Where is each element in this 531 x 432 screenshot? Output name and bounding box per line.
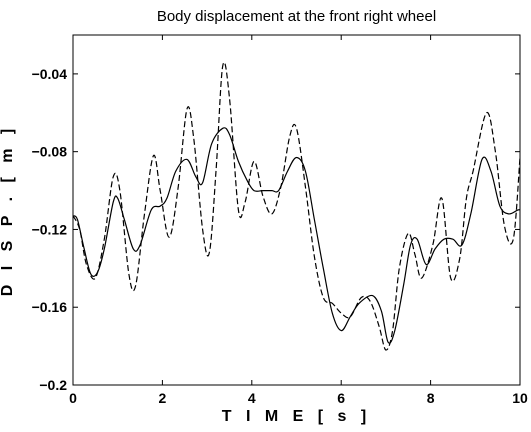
plot-frame [72,34,521,386]
y-tick-label: −0.12 [32,221,68,237]
y-axis-label: D I S P . [ m ] [0,123,16,297]
x-tick-label: 10 [512,390,528,406]
dashed-series-line [72,61,521,351]
x-axis-label: T I M E [ s ] [221,408,372,425]
y-tick-label: −0.04 [32,66,68,82]
x-tick-label: 6 [337,390,345,406]
series-layer [72,61,521,351]
axis-ticks: 0 2 4 6 8 10 −0.2 −0.16 −0.12 −0.08 −0.04 [32,35,528,406]
y-tick-label: −0.2 [39,377,67,393]
chart-title: Body displacement at the front right whe… [156,8,437,25]
y-tick-label: −0.16 [32,299,68,315]
x-tick-label: 4 [248,390,256,406]
x-tick-label: 8 [427,390,435,406]
x-tick-label: 2 [159,390,167,406]
y-tick-label: −0.08 [32,144,68,160]
x-tick-label: 0 [69,390,77,406]
solid-series-line [72,127,521,344]
